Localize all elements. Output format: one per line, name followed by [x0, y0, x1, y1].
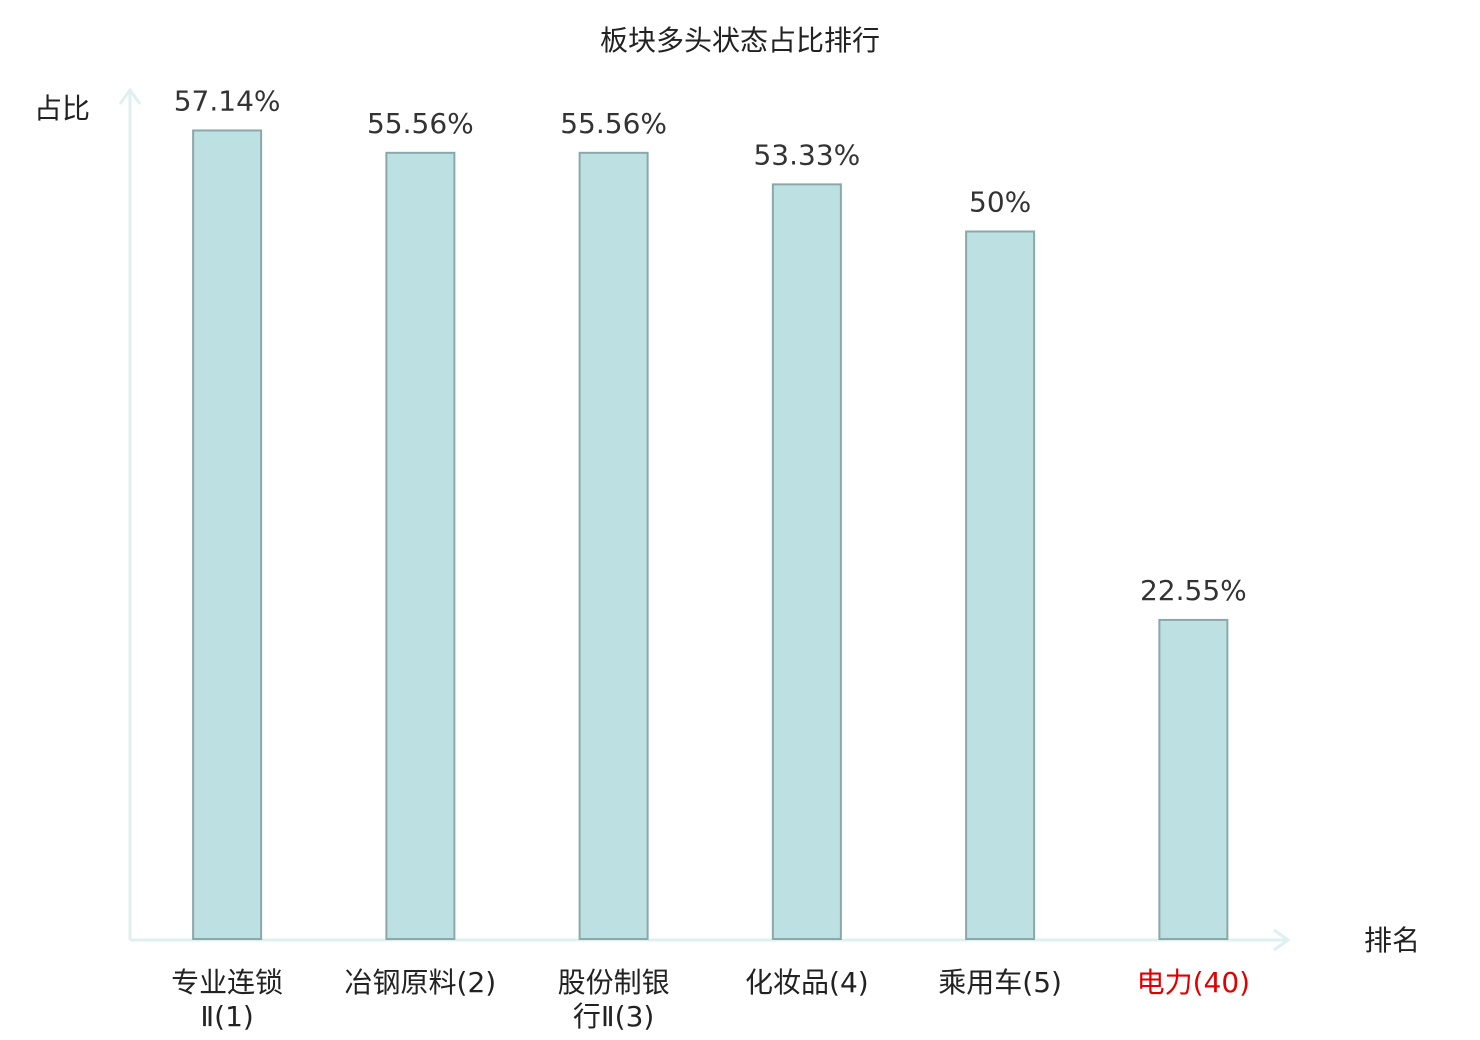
x-tick-label: 电力(40): [1136, 966, 1251, 999]
bar: [965, 230, 1036, 940]
value-label: 55.56%: [560, 107, 667, 140]
x-tick-label: 冶钢原料(2): [344, 966, 497, 999]
value-label: 53.33%: [753, 138, 860, 171]
bar: [192, 129, 263, 940]
bar: [771, 183, 842, 940]
x-axis-arrow: [1273, 928, 1291, 952]
y-axis-arrow: [118, 87, 142, 105]
y-axis-label: 占比: [34, 92, 90, 125]
bar: [385, 151, 456, 941]
bar: [1158, 618, 1229, 940]
x-tick-label: 股份制银 行Ⅱ(3): [557, 966, 670, 1033]
bar: [578, 151, 649, 941]
value-label: 22.55%: [1140, 574, 1247, 607]
x-tick-label: 化妆品(4): [745, 966, 869, 999]
value-label: 50%: [969, 186, 1031, 219]
value-label: 57.14%: [174, 84, 281, 117]
chart-title: 板块多头状态占比排行: [600, 24, 880, 57]
x-axis-label: 排名: [1364, 924, 1420, 957]
x-tick-label: 乘用车(5): [938, 966, 1062, 999]
x-tick-label: 专业连锁 Ⅱ(1): [171, 966, 284, 1033]
value-label: 55.56%: [367, 107, 474, 140]
axes: [118, 87, 1291, 952]
